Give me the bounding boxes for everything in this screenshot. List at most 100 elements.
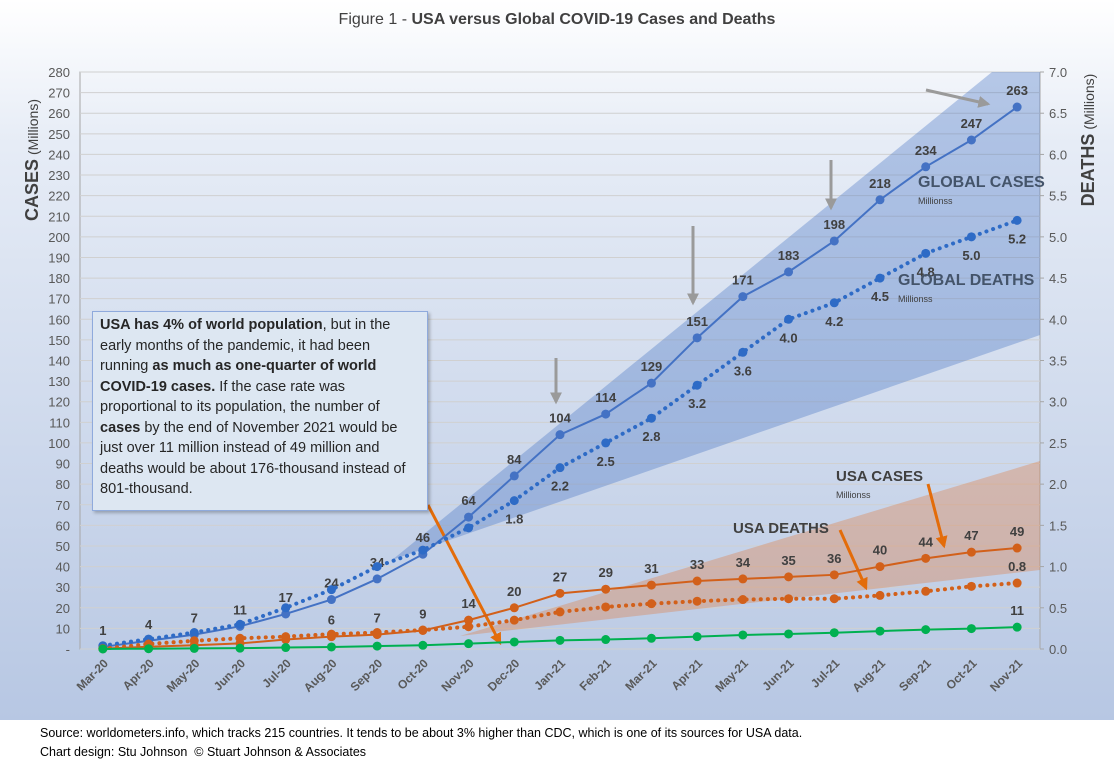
data-point [646, 378, 656, 388]
x-tick-label: Oct-21 [943, 656, 980, 693]
data-point [464, 622, 474, 632]
data-label: 34 [736, 555, 751, 570]
y-tick-label: 100 [48, 436, 70, 451]
data-label: 247 [961, 116, 983, 131]
data-point [464, 639, 474, 649]
global-trend-band [392, 72, 1040, 560]
y2-tick-label: 2.5 [1049, 436, 1067, 451]
data-label: 234 [915, 143, 937, 158]
series-name: USA DEATHS [733, 520, 829, 537]
data-point [601, 409, 611, 419]
data-point [875, 195, 885, 205]
y-tick-label: 30 [56, 580, 70, 595]
data-point [281, 632, 291, 642]
y2-tick-label: 2.0 [1049, 477, 1067, 492]
y-tick-label: 140 [48, 354, 70, 369]
x-tick-label: Sep-20 [348, 656, 386, 694]
note-text: If the case rate was proportional to its… [100, 378, 380, 416]
arrow [426, 504, 502, 646]
x-tick-label: Jan-21 [531, 656, 568, 693]
note-text: cases [100, 419, 141, 436]
data-point [921, 625, 931, 635]
data-label: 6 [328, 613, 335, 628]
data-point [601, 438, 611, 448]
data-point [784, 572, 794, 582]
data-point [646, 580, 656, 590]
data-point [372, 574, 382, 584]
series-name: GLOBAL DEATHS [898, 272, 1035, 289]
data-point [692, 380, 702, 390]
data-point [829, 628, 839, 638]
arrow [838, 529, 868, 591]
y-tick-label: 250 [48, 127, 70, 142]
y2-tick-label: 4.0 [1049, 312, 1067, 327]
x-tick-label: Aug-21 [849, 656, 888, 695]
note-box: USA has 4% of world population, but in t… [92, 311, 428, 511]
y-tick-label: 110 [49, 415, 70, 430]
data-point [509, 496, 519, 506]
chart-title: Figure 1 - USA versus Global COVID-19 Ca… [339, 11, 776, 28]
data-point [189, 643, 199, 653]
y-tick-label: 70 [56, 498, 70, 513]
data-point [372, 562, 382, 572]
data-label: 31 [644, 561, 658, 576]
data-point [189, 636, 199, 646]
x-tick-label: Nov-21 [987, 656, 1025, 694]
series-unit: Millionss [918, 196, 953, 206]
x-tick-label: May-20 [164, 656, 203, 695]
y-tick-label: 240 [48, 147, 70, 162]
footer-credit: Chart design: Stu Johnson © Stuart Johns… [40, 745, 367, 759]
data-label: 46 [416, 530, 430, 545]
y-tick-label: 160 [48, 312, 70, 327]
note-text: , but in the early months of the pandemi… [100, 317, 391, 374]
data-point [738, 574, 748, 584]
y-tick-label: 230 [48, 168, 70, 183]
data-label: 11 [1010, 603, 1024, 618]
data-label: 3.6 [734, 363, 752, 378]
y2-tick-label: 6.5 [1049, 106, 1067, 121]
y2-tick-label: 4.5 [1049, 271, 1067, 286]
x-tick-label: Oct-20 [395, 656, 432, 693]
y2-tick-label: 6.0 [1049, 147, 1067, 162]
arrow [926, 483, 948, 549]
data-label: 4.0 [780, 330, 798, 345]
y2-tick-label: 1.0 [1049, 560, 1067, 575]
x-tick-label: May-21 [712, 656, 751, 695]
data-label: 4.5 [871, 289, 889, 304]
x-tick-label: Nov-20 [438, 656, 476, 694]
note-text: by the end of November 2021 would be jus… [100, 419, 406, 498]
y-tick-label: 120 [48, 395, 70, 410]
data-label: 5.2 [1008, 231, 1026, 246]
data-label: 2.5 [597, 454, 615, 469]
data-label: 40 [873, 543, 887, 558]
data-point [326, 595, 336, 605]
data-point [829, 236, 839, 246]
data-label: 9 [419, 606, 426, 621]
data-label: 47 [964, 528, 978, 543]
data-point [601, 584, 611, 594]
data-point [738, 595, 748, 605]
y2-tick-label: 1.5 [1049, 518, 1067, 533]
y-tick-label: 60 [56, 518, 70, 533]
y-tick-label: 170 [48, 292, 70, 307]
data-point [418, 545, 428, 555]
x-tick-label: Sep-21 [896, 656, 934, 694]
data-label: 11 [233, 602, 247, 617]
data-point [98, 644, 108, 654]
data-label: 198 [823, 217, 845, 232]
data-point [372, 628, 382, 638]
series-unit: Millionss [898, 294, 933, 304]
data-point [966, 624, 976, 634]
y-tick-label: 260 [48, 106, 70, 121]
data-point [509, 615, 519, 625]
data-label: 171 [732, 273, 754, 288]
data-point [966, 135, 976, 145]
data-point [646, 633, 656, 643]
data-point [875, 626, 885, 636]
y-tick-label: 40 [56, 560, 70, 575]
data-label: 33 [690, 557, 704, 572]
y2-tick-label: 0.5 [1049, 601, 1067, 616]
data-label: 49 [1010, 524, 1024, 539]
data-label: 151 [686, 314, 708, 329]
data-label: 183 [778, 248, 800, 263]
